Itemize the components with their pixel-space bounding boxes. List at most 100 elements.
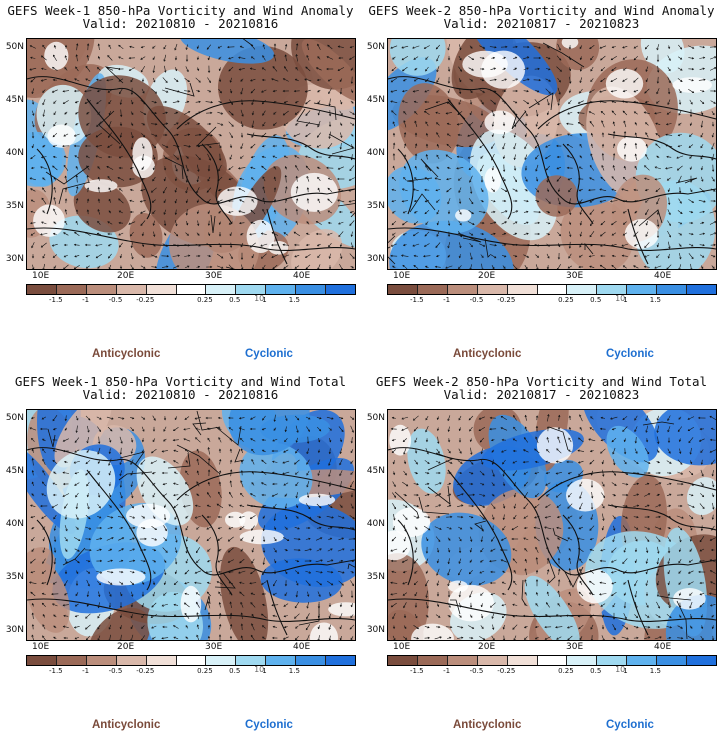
wind-arrow-head (514, 255, 518, 258)
wind-arrow-head (284, 220, 287, 223)
wind-arrow (700, 493, 704, 497)
wind-arrow-head (645, 234, 648, 237)
wind-arrow (590, 514, 594, 520)
wind-arrow-head (293, 134, 296, 137)
wind-arrow-head (273, 112, 276, 115)
wind-arrow (251, 536, 255, 542)
wind-arrow (274, 559, 276, 563)
wind-arrow-head (537, 102, 540, 106)
wind-arrow-head (447, 440, 451, 443)
wind-arrow (413, 188, 419, 192)
wind-arrow-head (218, 634, 222, 637)
wind-arrow-head (390, 80, 394, 83)
wind-arrow (118, 537, 124, 541)
wind-arrow-head (109, 440, 112, 443)
wind-arrow (207, 89, 211, 93)
wind-arrow-head (221, 266, 224, 269)
wind-arrow-head (64, 572, 68, 575)
wind-arrow-head (85, 155, 89, 158)
wind-arrow-head (633, 58, 637, 61)
neutral-region (290, 172, 338, 212)
wind-arrow-head (207, 469, 211, 472)
wind-arrow-head (240, 601, 243, 605)
wind-arrow-head (402, 243, 406, 247)
wind-arrow (97, 447, 101, 455)
wind-arrow (261, 470, 267, 476)
wind-arrow (141, 614, 145, 618)
wind-arrow-head (656, 255, 659, 259)
wind-arrow-head (53, 54, 56, 57)
wind-arrow (250, 438, 256, 442)
wind-arrow-head (173, 460, 176, 463)
wind-arrow (315, 537, 323, 541)
wind-arrow-head (412, 234, 416, 237)
wind-arrow (349, 515, 355, 519)
wind-arrow-head (305, 66, 308, 69)
wind-arrow-head (74, 483, 77, 486)
coastline (36, 148, 53, 215)
wind-arrow-head (250, 44, 253, 47)
wind-arrow (75, 221, 79, 225)
wind-arrow-head (437, 441, 440, 444)
wind-arrow-head (96, 232, 100, 235)
wind-arrow-head (536, 90, 540, 93)
wind-arrow-head (53, 571, 56, 575)
wind-arrow-head (589, 120, 592, 124)
wind-arrow (678, 198, 682, 204)
neutral-region (448, 580, 468, 593)
wind-arrow (327, 44, 333, 50)
wind-arrow (53, 145, 57, 147)
wind-arrow (699, 233, 705, 235)
wind-arrow (612, 447, 616, 455)
wind-arrow (306, 448, 310, 454)
wind-arrow (30, 188, 36, 192)
wind-arrow-head (210, 265, 213, 269)
wind-arrow (467, 133, 475, 137)
wind-arrow (86, 560, 90, 562)
wind-arrow (74, 558, 80, 564)
wind-arrow (624, 166, 626, 170)
wind-arrow-head (351, 266, 354, 269)
wind-arrow-head (52, 582, 56, 585)
wind-arrow-head (308, 506, 311, 510)
wind-arrow-head (426, 452, 429, 455)
wind-arrow (590, 220, 594, 226)
wind-arrow (667, 177, 671, 181)
wind-arrow-head (478, 417, 482, 420)
wind-arrow-head (217, 560, 220, 563)
wind-arrow-head (470, 233, 474, 236)
wind-arrow-head (402, 439, 406, 442)
wind-arrow-head (119, 256, 123, 259)
wind-arrow-head (579, 57, 583, 61)
wind-arrow-head (176, 145, 180, 148)
wind-arrow (688, 437, 694, 443)
wind-arrow-head (645, 212, 648, 216)
wind-arrow-head (633, 100, 636, 104)
wind-arrow-head (197, 265, 201, 269)
wind-arrow-head (611, 254, 615, 258)
wind-arrow-head (272, 439, 275, 442)
anticyclonic-region (73, 181, 131, 233)
wind-arrow-head (109, 495, 112, 498)
wind-arrow (140, 56, 146, 60)
wind-arrow (74, 78, 80, 82)
wind-arrow (141, 416, 145, 420)
wind-arrow (446, 178, 452, 180)
wind-arrow-head (187, 122, 190, 125)
wind-arrow-head (460, 482, 464, 485)
wind-arrow-head (493, 210, 496, 214)
wind-arrow (217, 559, 223, 563)
wind-arrow-head (625, 516, 628, 519)
wind-arrow (42, 526, 46, 530)
wind-arrow-head (353, 537, 355, 541)
wind-arrow-head (448, 451, 451, 454)
wind-arrow (119, 491, 123, 499)
wind-arrow (492, 121, 494, 127)
wind-arrow (327, 210, 333, 214)
wind-arrow-head (53, 177, 56, 180)
wind-arrow-head (206, 492, 210, 495)
wind-arrow (272, 615, 278, 617)
wind-arrow-head (636, 504, 640, 507)
wind-arrow (700, 176, 704, 182)
wind-arrow (238, 188, 246, 192)
